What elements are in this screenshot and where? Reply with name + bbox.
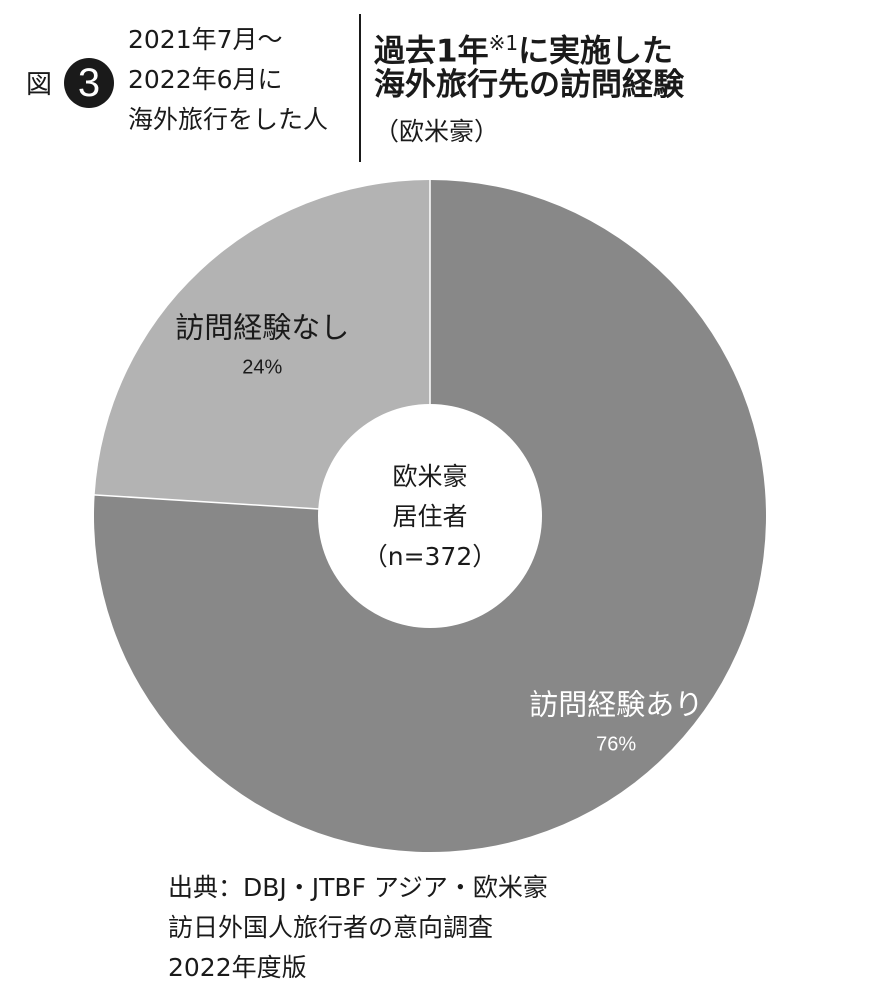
slice-label: 訪問経験なし [175,310,349,344]
source-note: 出典：DBJ・JTBF アジア・欧米豪 訪日外国人旅行者の意向調査 2022年度… [168,868,548,988]
period-line: 海外旅行をした人 [128,105,329,134]
donut-hole [318,404,542,628]
title-part: に実施した [518,33,674,70]
slice-label: 訪問経験あり [529,687,703,721]
center-label-line: 居住者 [392,502,467,531]
source-line: 訪日外国人旅行者の意向調査 [168,913,494,942]
pie-slice-not-visited [94,180,430,516]
period-line: 2021年7月〜 [128,25,283,54]
source-line: 2022年度版 [168,953,307,982]
figure-label: 図 [26,70,53,100]
chart-subtitle: （欧米豪） [374,117,500,146]
title-part: 過去1年 [374,33,489,70]
period-line: 2022年6月に [128,65,283,94]
header-divider [359,14,361,162]
slice-value-label: 24% [242,356,282,378]
chart-title: 過去1年※1に実施した 海外旅行先の訪問経験 [374,22,684,106]
title-note-mark: ※1 [488,31,519,55]
period-text: 2021年7月〜 2022年6月に 海外旅行をした人 [128,20,328,140]
slice-value-label: 76% [596,733,636,755]
figure-number-badge: 3 [64,58,114,108]
title-line-2: 海外旅行先の訪問経験 [374,67,684,103]
source-line: 出典：DBJ・JTBF アジア・欧米豪 [168,873,548,902]
center-label-line: （n=372） [363,542,498,571]
center-label-line: 欧米豪 [392,462,467,491]
